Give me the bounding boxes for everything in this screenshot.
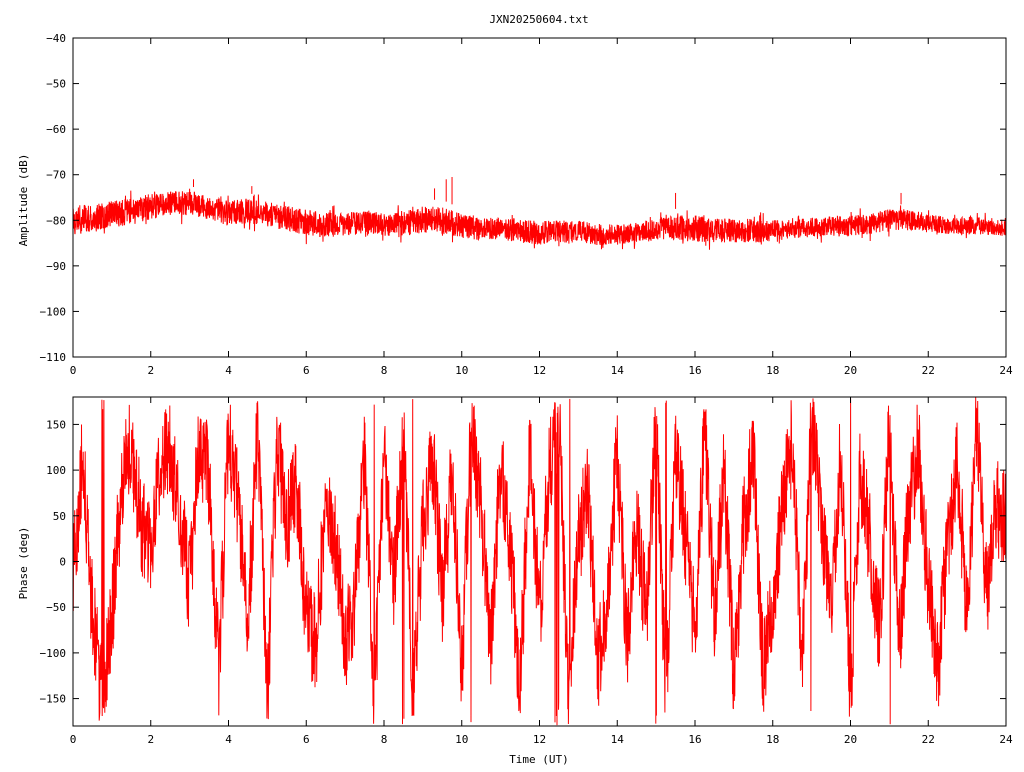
phase-y-tick-label: 0	[59, 556, 66, 569]
phase-x-tick-label: 10	[455, 733, 468, 746]
amplitude-x-tick-label: 0	[70, 364, 77, 377]
amplitude-x-tick-label: 18	[766, 364, 779, 377]
amplitude-x-tick-label: 2	[147, 364, 154, 377]
phase-y-tick-label: −150	[40, 693, 67, 706]
phase-panel: 0 2 4 6 8 10 12 14 16 18 20 22 24−150−100−5005010015…	[17, 396, 1013, 766]
phase-x-tick-label: 24	[999, 733, 1013, 746]
amplitude-x-tick-label: 4	[225, 364, 232, 377]
amplitude-y-tick-label: −100	[40, 305, 67, 318]
phase-x-tick-label: 22	[922, 733, 935, 746]
phase-x-tick-label: 18	[766, 733, 779, 746]
amplitude-y-tick-label: −90	[46, 260, 66, 273]
phase-y-tick-label: −100	[40, 647, 67, 660]
amplitude-x-tick-label: 8	[381, 364, 388, 377]
chart-title: JXN20250604.txt	[489, 13, 588, 26]
amplitude-y-tick-label: −70	[46, 169, 66, 182]
phase-y-tick-label: 50	[53, 510, 66, 523]
amplitude-y-tick-label: −40	[46, 32, 66, 45]
amplitude-x-tick-label: 16	[688, 364, 701, 377]
amplitude-x-tick-label: 6	[303, 364, 310, 377]
amplitude-y-tick-label: −80	[46, 214, 66, 227]
amplitude-x-tick-label: 12	[533, 364, 546, 377]
phase-y-tick-label: −50	[46, 601, 66, 614]
phase-x-tick-label: 16	[688, 733, 701, 746]
phase-x-tick-label: 8	[381, 733, 388, 746]
amplitude-x-tick-label: 20	[844, 364, 857, 377]
phase-x-tick-label: 20	[844, 733, 857, 746]
amplitude-trace	[72, 188, 1007, 250]
phase-y-tick-label: 100	[46, 464, 66, 477]
amplitude-y-tick-label: −110	[40, 351, 67, 364]
phase-x-tick-label: 0	[70, 733, 77, 746]
amplitude-x-tick-label: 10	[455, 364, 468, 377]
amplitude-x-tick-label: 24	[999, 364, 1013, 377]
amplitude-y-axis-label: Amplitude (dB)	[17, 154, 30, 247]
phase-y-tick-label: 150	[46, 418, 66, 431]
phase-axis-ticks: 0 2 4 6 8 10 12 14 16 18 20 22 24−150−100−5005010015…	[40, 397, 1013, 746]
amplitude-y-tick-label: −50	[46, 78, 66, 91]
amplitude-x-tick-label: 22	[922, 364, 935, 377]
amplitude-axis-ticks: 0 2 4 6 8 10 12 14 16 18 20 22 24−110−100−90−80−70−6…	[40, 32, 1013, 377]
phase-series	[72, 397, 1007, 726]
phase-x-tick-label: 2	[147, 733, 154, 746]
amplitude-panel: 0 2 4 6 8 10 12 14 16 18 20 22 24−110−100−90−80−70−6…	[17, 32, 1013, 377]
phase-x-tick-label: 4	[225, 733, 232, 746]
phase-y-axis-label: Phase (deg)	[17, 527, 30, 600]
amplitude-y-tick-label: −60	[46, 123, 66, 136]
phase-x-tick-label: 14	[611, 733, 625, 746]
phase-trace	[72, 397, 1007, 726]
phase-x-tick-label: 6	[303, 733, 310, 746]
phase-x-tick-label: 12	[533, 733, 546, 746]
phase-x-axis-label: Time (UT)	[509, 753, 569, 766]
amplitude-series	[72, 176, 1007, 250]
amplitude-x-tick-label: 14	[611, 364, 625, 377]
